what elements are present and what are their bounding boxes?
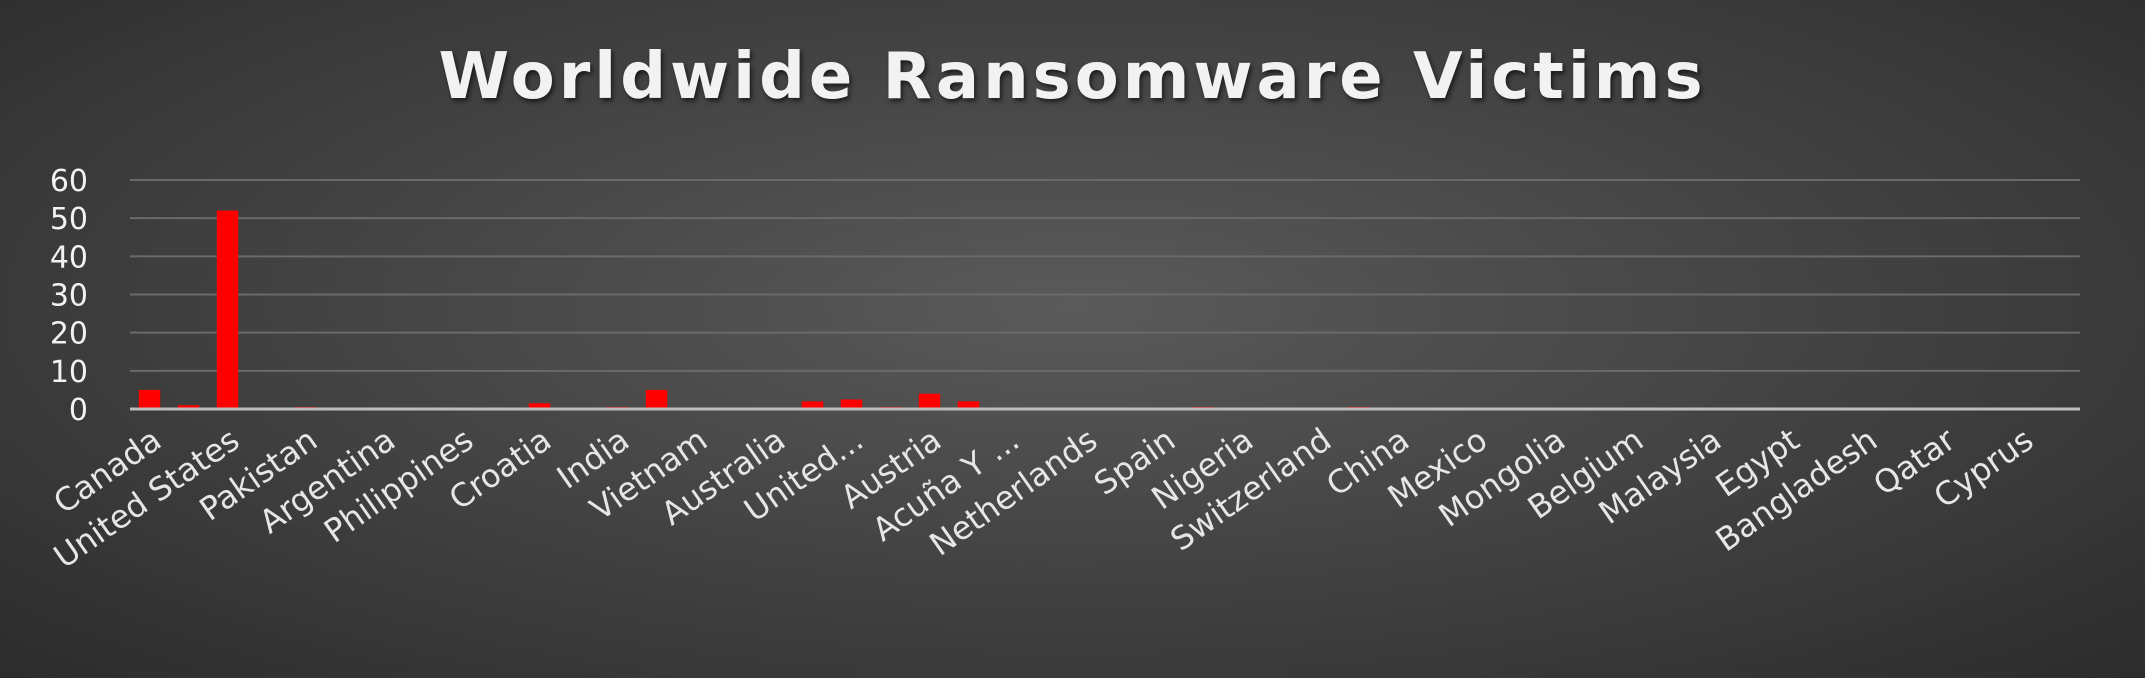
y-tick-label: 20 <box>50 317 88 352</box>
y-tick-label: 0 <box>69 393 88 428</box>
bar <box>528 403 551 409</box>
bar <box>840 399 863 409</box>
y-tick-label: 10 <box>50 355 88 390</box>
bar <box>801 401 824 409</box>
bar <box>138 389 161 409</box>
chart-title: Worldwide Ransomware Victims <box>438 40 1707 114</box>
bar <box>177 405 200 409</box>
bar <box>918 393 941 409</box>
bar <box>645 389 668 409</box>
bar <box>957 401 980 409</box>
y-tick-label: 40 <box>50 240 88 275</box>
bar <box>216 210 239 409</box>
y-tick-label: 50 <box>50 202 88 237</box>
y-tick-label: 30 <box>50 279 88 314</box>
y-tick-label: 60 <box>50 164 88 199</box>
